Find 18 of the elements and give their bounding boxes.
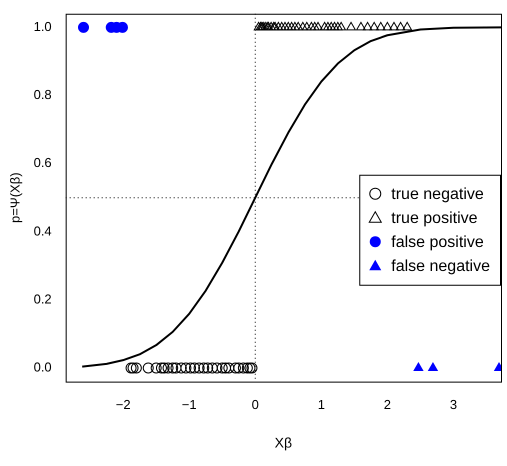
x-tick-label: 3 [450, 396, 458, 412]
legend-label: false negative [391, 258, 490, 276]
y-tick-label: 0.6 [34, 155, 52, 170]
x-tick-label: 2 [384, 396, 391, 412]
x-axis-title: Xβ [274, 434, 292, 450]
x-tick-label: −1 [182, 396, 197, 412]
legend-label: false positive [391, 234, 484, 252]
y-tick-label: 0.2 [34, 291, 52, 306]
y-tick-label: 1.0 [34, 19, 52, 34]
x-tick-label: −2 [116, 396, 131, 412]
legend-label: true negative [391, 186, 484, 204]
y-tick-label: 0.8 [34, 87, 52, 102]
y-tick-label: 0.0 [34, 360, 52, 375]
x-tick-label: 1 [318, 396, 325, 412]
x-tick-label: 0 [252, 396, 259, 412]
y-axis-title: p=Ψ(Xβ) [7, 172, 22, 223]
y-tick-label: 0.4 [34, 223, 52, 238]
legend-label: true positive [391, 210, 478, 228]
